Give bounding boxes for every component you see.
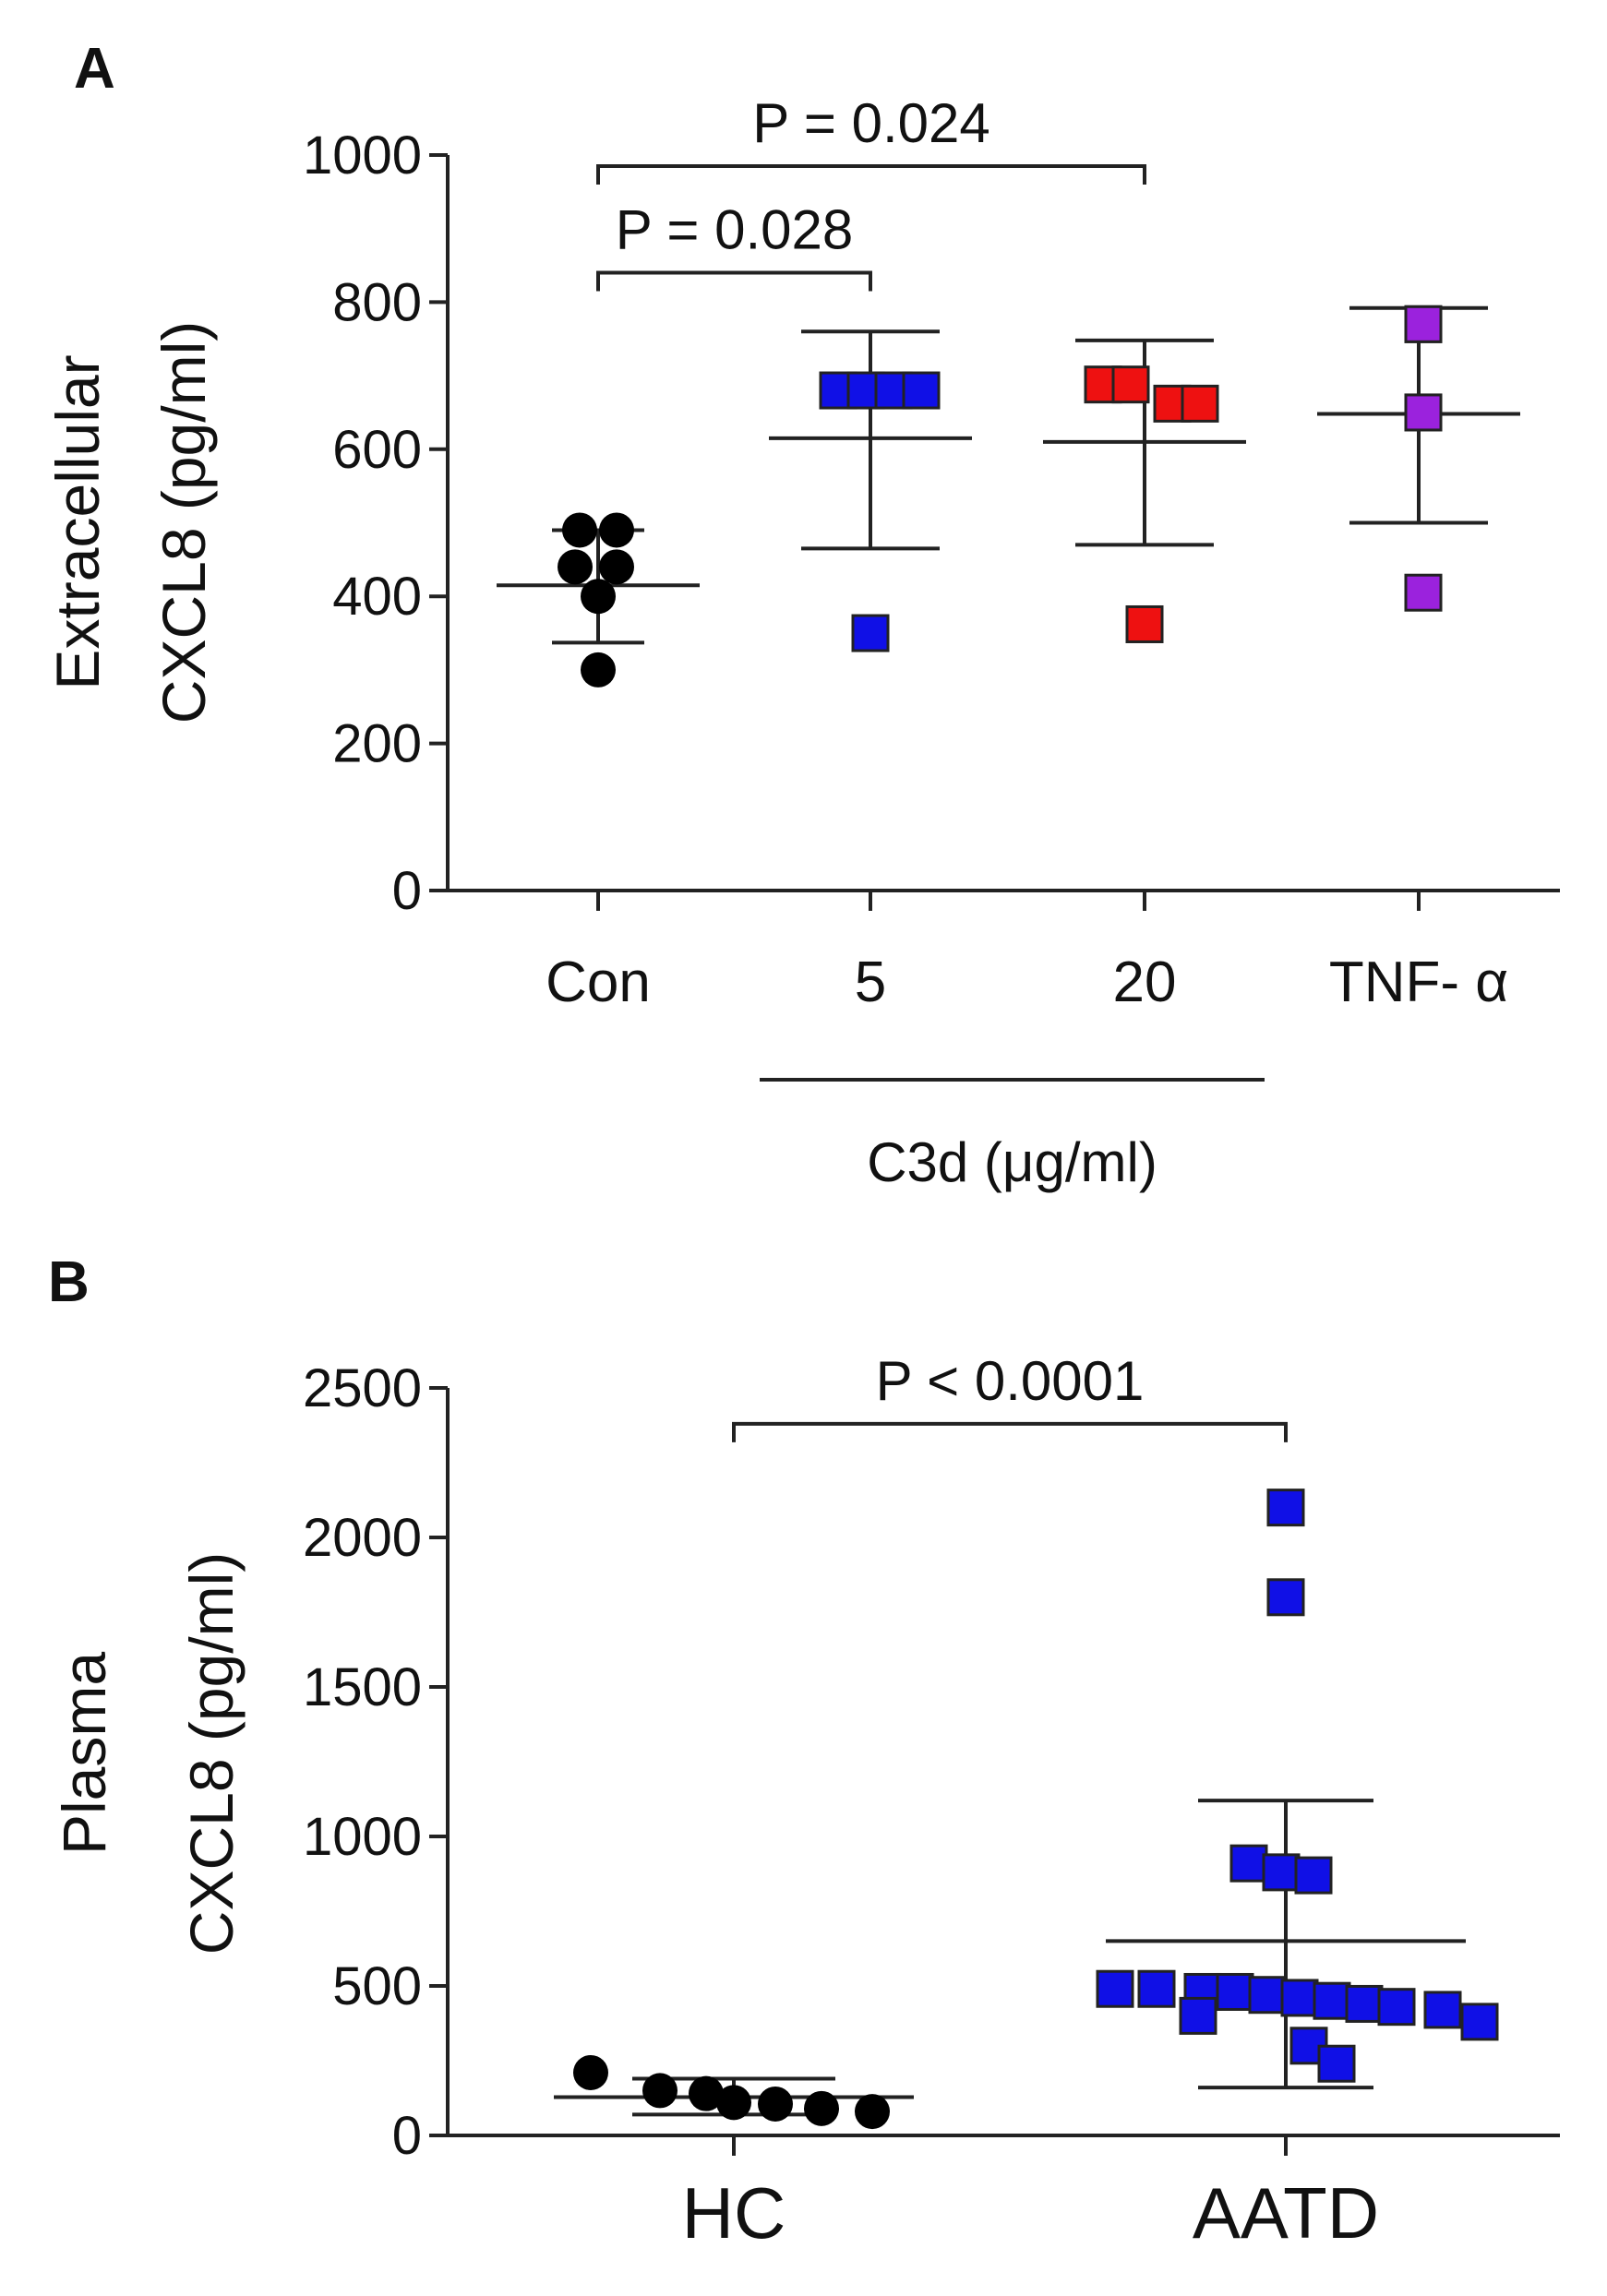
- significance-bracket: [596, 270, 872, 292]
- data-point-circle: [758, 2086, 793, 2122]
- panel-b-x-tick-labels: HC AATD: [682, 2135, 1379, 2254]
- data-point-square: [1262, 1853, 1301, 1892]
- data-point-circle: [804, 2090, 839, 2126]
- panel-b-comparisons: P < 0.0001: [732, 1350, 1288, 1442]
- x-tick-label: 5: [855, 951, 886, 1014]
- data-point-square: [1280, 1979, 1319, 2017]
- data-point-square: [1111, 365, 1150, 404]
- data-point-circle: [689, 2075, 724, 2111]
- y-tick-label: 1500: [303, 1657, 422, 1717]
- data-point-circle: [599, 549, 634, 585]
- data-point-square: [1460, 2003, 1499, 2041]
- panel-a-data-points: [558, 305, 1443, 688]
- data-point-square: [1096, 1969, 1134, 2008]
- data-point-circle: [562, 512, 597, 548]
- panel-b-data-points: [573, 1489, 1499, 2130]
- y-tick-label: 400: [332, 567, 422, 627]
- panel-b-axes: [446, 1388, 1560, 2137]
- data-point-square: [1179, 1996, 1217, 2035]
- panel-a-axes: [446, 155, 1560, 892]
- data-point-square: [1229, 1844, 1268, 1883]
- y-tick-label: 1000: [303, 126, 422, 185]
- data-point-square: [1181, 384, 1219, 423]
- data-point-square: [1137, 1969, 1176, 2008]
- significance-bracket: [732, 1421, 1288, 1442]
- data-point-circle: [716, 2085, 751, 2121]
- data-point-circle: [855, 2094, 890, 2130]
- y-axis-label-line: CXCL8 (pg/ml): [150, 321, 218, 723]
- y-tick-label: 600: [332, 420, 422, 480]
- panel-b-label: B: [48, 1250, 90, 1314]
- y-tick-label: 2500: [303, 1358, 422, 1418]
- significance-label: P < 0.0001: [876, 1350, 1145, 1412]
- data-point-square: [851, 614, 890, 652]
- x-tick-label: 20: [1113, 951, 1177, 1014]
- panel-a-comparisons: P = 0.024 P = 0.028: [596, 92, 1146, 292]
- y-axis-label-line: CXCL8 (pg/ml): [177, 1552, 246, 1955]
- significance-label: P = 0.024: [752, 92, 989, 154]
- panel-a-error-bars: [497, 305, 1520, 645]
- data-point-square: [1125, 604, 1164, 643]
- data-point-circle: [573, 2054, 608, 2090]
- data-point-square: [1404, 393, 1443, 432]
- y-tick-label: 800: [332, 272, 422, 332]
- x-tick-label: AATD: [1193, 2172, 1379, 2254]
- x-tick-label: TNF- α: [1329, 951, 1508, 1014]
- data-point-square: [1345, 1984, 1384, 2023]
- panel-a-y-axis-label: Extracellular CXCL8 (pg/ml): [43, 321, 218, 723]
- data-point-square: [1404, 305, 1443, 343]
- group-label-text: C3d (μg/ml): [867, 1131, 1157, 1193]
- data-point-square: [1248, 1976, 1287, 2015]
- x-tick-label: HC: [682, 2172, 786, 2254]
- y-axis-label-line: Plasma: [50, 1652, 118, 1855]
- x-tick-label: Con: [546, 951, 651, 1014]
- significance-bracket: [596, 163, 1146, 185]
- data-point-square: [1294, 1856, 1333, 1895]
- data-point-circle: [558, 549, 593, 585]
- panel-b: B 0 500 1000 1500 2000 2500 HC AATD Plasma CXCL…: [48, 1250, 1560, 2254]
- y-tick-label: 2000: [303, 1508, 422, 1568]
- data-point-square: [1266, 1489, 1305, 1527]
- data-point-square: [1266, 1578, 1305, 1617]
- y-tick-label: 200: [332, 714, 422, 774]
- data-point-square: [1317, 2044, 1356, 2083]
- panel-a-x-tick-labels: Con 5 20 TNF- α: [546, 891, 1508, 1014]
- data-point-circle: [581, 652, 616, 688]
- y-tick-label: 0: [392, 861, 422, 921]
- y-axis-label-line: Extracellular: [43, 354, 112, 689]
- y-tick-label: 500: [332, 1956, 422, 2016]
- panel-a-label: A: [74, 37, 115, 101]
- y-tick-label: 0: [392, 2106, 422, 2166]
- data-point-square: [902, 371, 941, 410]
- data-point-circle: [599, 512, 634, 548]
- y-tick-label: 1000: [303, 1807, 422, 1867]
- panel-b-y-ticks: 0 500 1000 1500 2000 2500: [303, 1358, 448, 2166]
- data-point-square: [1313, 1981, 1351, 2020]
- data-point-square: [1423, 1991, 1462, 2029]
- panel-a-group-label: C3d (μg/ml): [760, 1078, 1265, 1193]
- data-point-square: [1404, 573, 1443, 612]
- data-point-circle: [642, 2073, 678, 2109]
- panel-b-y-axis-label: Plasma CXCL8 (pg/ml): [50, 1552, 246, 1955]
- data-point-square: [1377, 1988, 1416, 2027]
- data-point-circle: [581, 579, 616, 615]
- significance-label: P = 0.028: [616, 199, 853, 261]
- panel-a: A 0 200 400 600 800 1000 Con 5 20 TNF- α Extrace…: [43, 37, 1560, 1193]
- data-point-square: [1216, 1972, 1254, 2011]
- panel-a-y-ticks: 0 200 400 600 800 1000: [303, 126, 448, 921]
